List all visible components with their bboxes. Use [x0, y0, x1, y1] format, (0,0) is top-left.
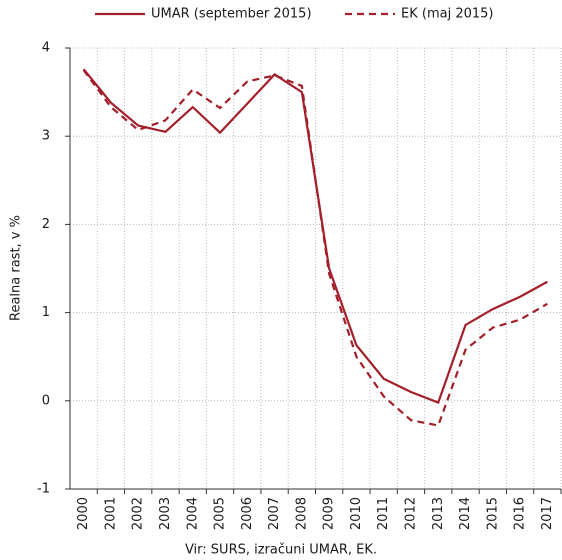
y-tick-label: 1 — [42, 305, 50, 320]
x-tick-label: 2004 — [185, 497, 200, 530]
legend-label: UMAR (september 2015) — [151, 7, 312, 22]
x-tick-label: 2013 — [431, 497, 446, 530]
x-tick-label: 2017 — [540, 497, 555, 530]
x-tick-label: 2009 — [322, 497, 337, 530]
x-tick-label: 2016 — [513, 497, 528, 530]
y-tick-label: 0 — [42, 393, 50, 408]
data-line — [82, 68, 548, 405]
y-tick-label: 2 — [42, 217, 50, 232]
x-tick-label: 2015 — [485, 497, 500, 530]
x-tick-label: 2001 — [103, 497, 118, 530]
x-tick-label: 2011 — [376, 497, 391, 530]
x-tick-label: 2010 — [349, 497, 364, 530]
y-tick-label: -1 — [37, 482, 50, 497]
y-axis-label: Realna rast, v % — [9, 215, 24, 321]
x-tick-label: 2008 — [294, 497, 309, 530]
x-tick-label: 2014 — [458, 497, 473, 530]
x-tick-label: 2006 — [240, 497, 255, 530]
x-tick-label: 2000 — [76, 497, 91, 530]
x-tick-label: 2002 — [131, 497, 146, 530]
x-tick-label: 2007 — [267, 497, 282, 530]
x-tick-label: 2005 — [213, 497, 228, 530]
data-line — [82, 69, 548, 427]
source-note: Vir: SURS, izračuni UMAR, EK. — [185, 543, 377, 558]
y-tick-label: 4 — [42, 41, 50, 56]
y-tick-label: 3 — [42, 129, 50, 144]
legend-label: EK (maj 2015) — [401, 7, 493, 22]
x-tick-label: 2012 — [403, 497, 418, 530]
x-tick-label: 2003 — [158, 497, 173, 530]
